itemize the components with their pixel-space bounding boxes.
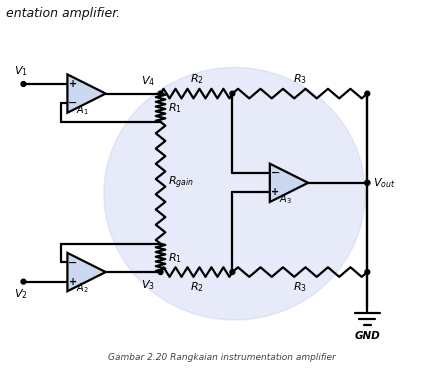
Circle shape (21, 82, 26, 87)
Text: −: − (270, 168, 280, 178)
Text: $A_1$: $A_1$ (76, 103, 89, 117)
Text: $R_1$: $R_1$ (168, 251, 183, 265)
Text: +: + (69, 277, 77, 287)
Text: Gambar 2.20 Rangkaian instrumentation amplifier: Gambar 2.20 Rangkaian instrumentation am… (108, 353, 335, 362)
Polygon shape (270, 164, 308, 202)
Text: +: + (271, 187, 279, 198)
Text: +: + (69, 79, 77, 89)
Text: $V_1$: $V_1$ (14, 64, 28, 78)
Circle shape (230, 91, 235, 96)
Text: $V_{out}$: $V_{out}$ (373, 176, 395, 190)
Text: $R_3$: $R_3$ (293, 280, 307, 294)
Text: $A_2$: $A_2$ (76, 282, 89, 295)
Text: −: − (68, 258, 78, 268)
Circle shape (158, 270, 163, 275)
Circle shape (158, 91, 163, 96)
Text: entation amplifier.: entation amplifier. (6, 7, 120, 20)
Circle shape (365, 181, 370, 185)
Text: $V_3$: $V_3$ (141, 278, 155, 292)
Text: $V_2$: $V_2$ (14, 287, 28, 301)
Polygon shape (67, 74, 106, 113)
Text: −: − (68, 98, 78, 108)
Text: $A_3$: $A_3$ (279, 192, 291, 206)
Circle shape (230, 270, 235, 275)
Text: $R_1$: $R_1$ (168, 101, 183, 115)
Text: $R_{gain}$: $R_{gain}$ (168, 175, 194, 191)
Circle shape (365, 91, 370, 96)
Text: GND: GND (354, 331, 380, 341)
Text: $V_4$: $V_4$ (141, 74, 155, 88)
Ellipse shape (104, 67, 365, 320)
Circle shape (365, 270, 370, 275)
Polygon shape (67, 253, 106, 291)
Text: $R_2$: $R_2$ (190, 280, 203, 294)
Circle shape (21, 279, 26, 284)
Circle shape (365, 181, 370, 185)
Text: $R_3$: $R_3$ (293, 72, 307, 86)
Text: $R_2$: $R_2$ (190, 72, 203, 86)
